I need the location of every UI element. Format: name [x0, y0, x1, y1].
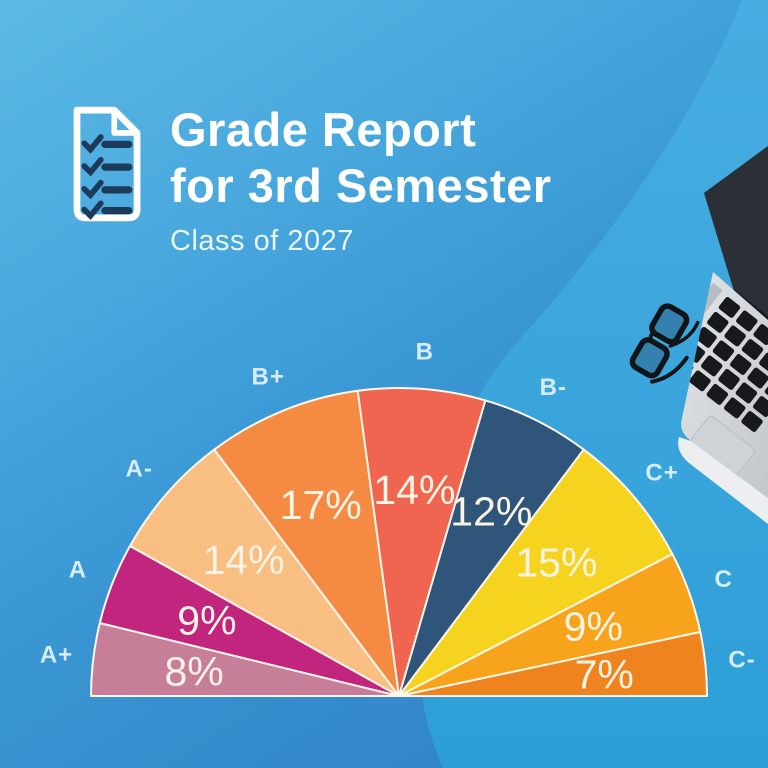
percent-label-b-minus: 12% [450, 488, 532, 534]
percent-label-c-minusplus: 15% [515, 540, 597, 586]
glasses-temple [650, 355, 689, 384]
wedge-b [356, 387, 487, 697]
grade-label-c-minus: C- [728, 646, 755, 673]
grade-label-a: A [69, 557, 87, 584]
checklist-document-icon [73, 106, 141, 222]
grade-label-a-minusplus: A+ [40, 641, 73, 668]
grade-label-b-minus: B- [540, 374, 567, 401]
laptop-screen [704, 146, 768, 316]
wedge-c-minusplus [398, 448, 674, 697]
percent-label-a-minus: 14% [203, 537, 285, 583]
grade-label-c: C [715, 566, 733, 593]
document-outline [73, 106, 141, 222]
glasses-lens [649, 303, 690, 345]
glasses-bridge [648, 331, 656, 342]
grade-label-b-minusplus: B+ [252, 363, 285, 390]
wedge-a-minus [129, 448, 400, 697]
percent-label-a: 9% [177, 598, 236, 644]
wedge-c-minus [398, 631, 709, 697]
percent-label-c-minus: 7% [575, 651, 634, 697]
percent-label-c: 9% [564, 603, 623, 649]
glasses-lens [629, 337, 670, 379]
header: Grade Report for 3rd Semester Class of 2… [66, 102, 552, 258]
title-line-2: for 3rd Semester [170, 159, 552, 213]
grade-label-b: B [416, 339, 434, 366]
eyeglasses-photo [629, 303, 700, 384]
glasses-temple [668, 320, 700, 348]
checklist-rows [81, 134, 133, 221]
percent-label-b-minusplus: 17% [280, 482, 362, 528]
grade-label-c-minusplus: C+ [645, 459, 678, 486]
percent-label-a-minusplus: 8% [164, 648, 223, 694]
percent-label-b: 14% [373, 467, 455, 513]
title-line-1: Grade Report [170, 103, 477, 156]
poster-title: Grade Report for 3rd Semester [170, 102, 552, 215]
poster-subtitle: Class of 2027 [170, 224, 354, 257]
laptop-front-edge [678, 437, 768, 524]
wedge-b-minusplus [213, 389, 400, 697]
document-fold [111, 112, 135, 136]
grade-label-a-minus: A- [126, 456, 153, 483]
